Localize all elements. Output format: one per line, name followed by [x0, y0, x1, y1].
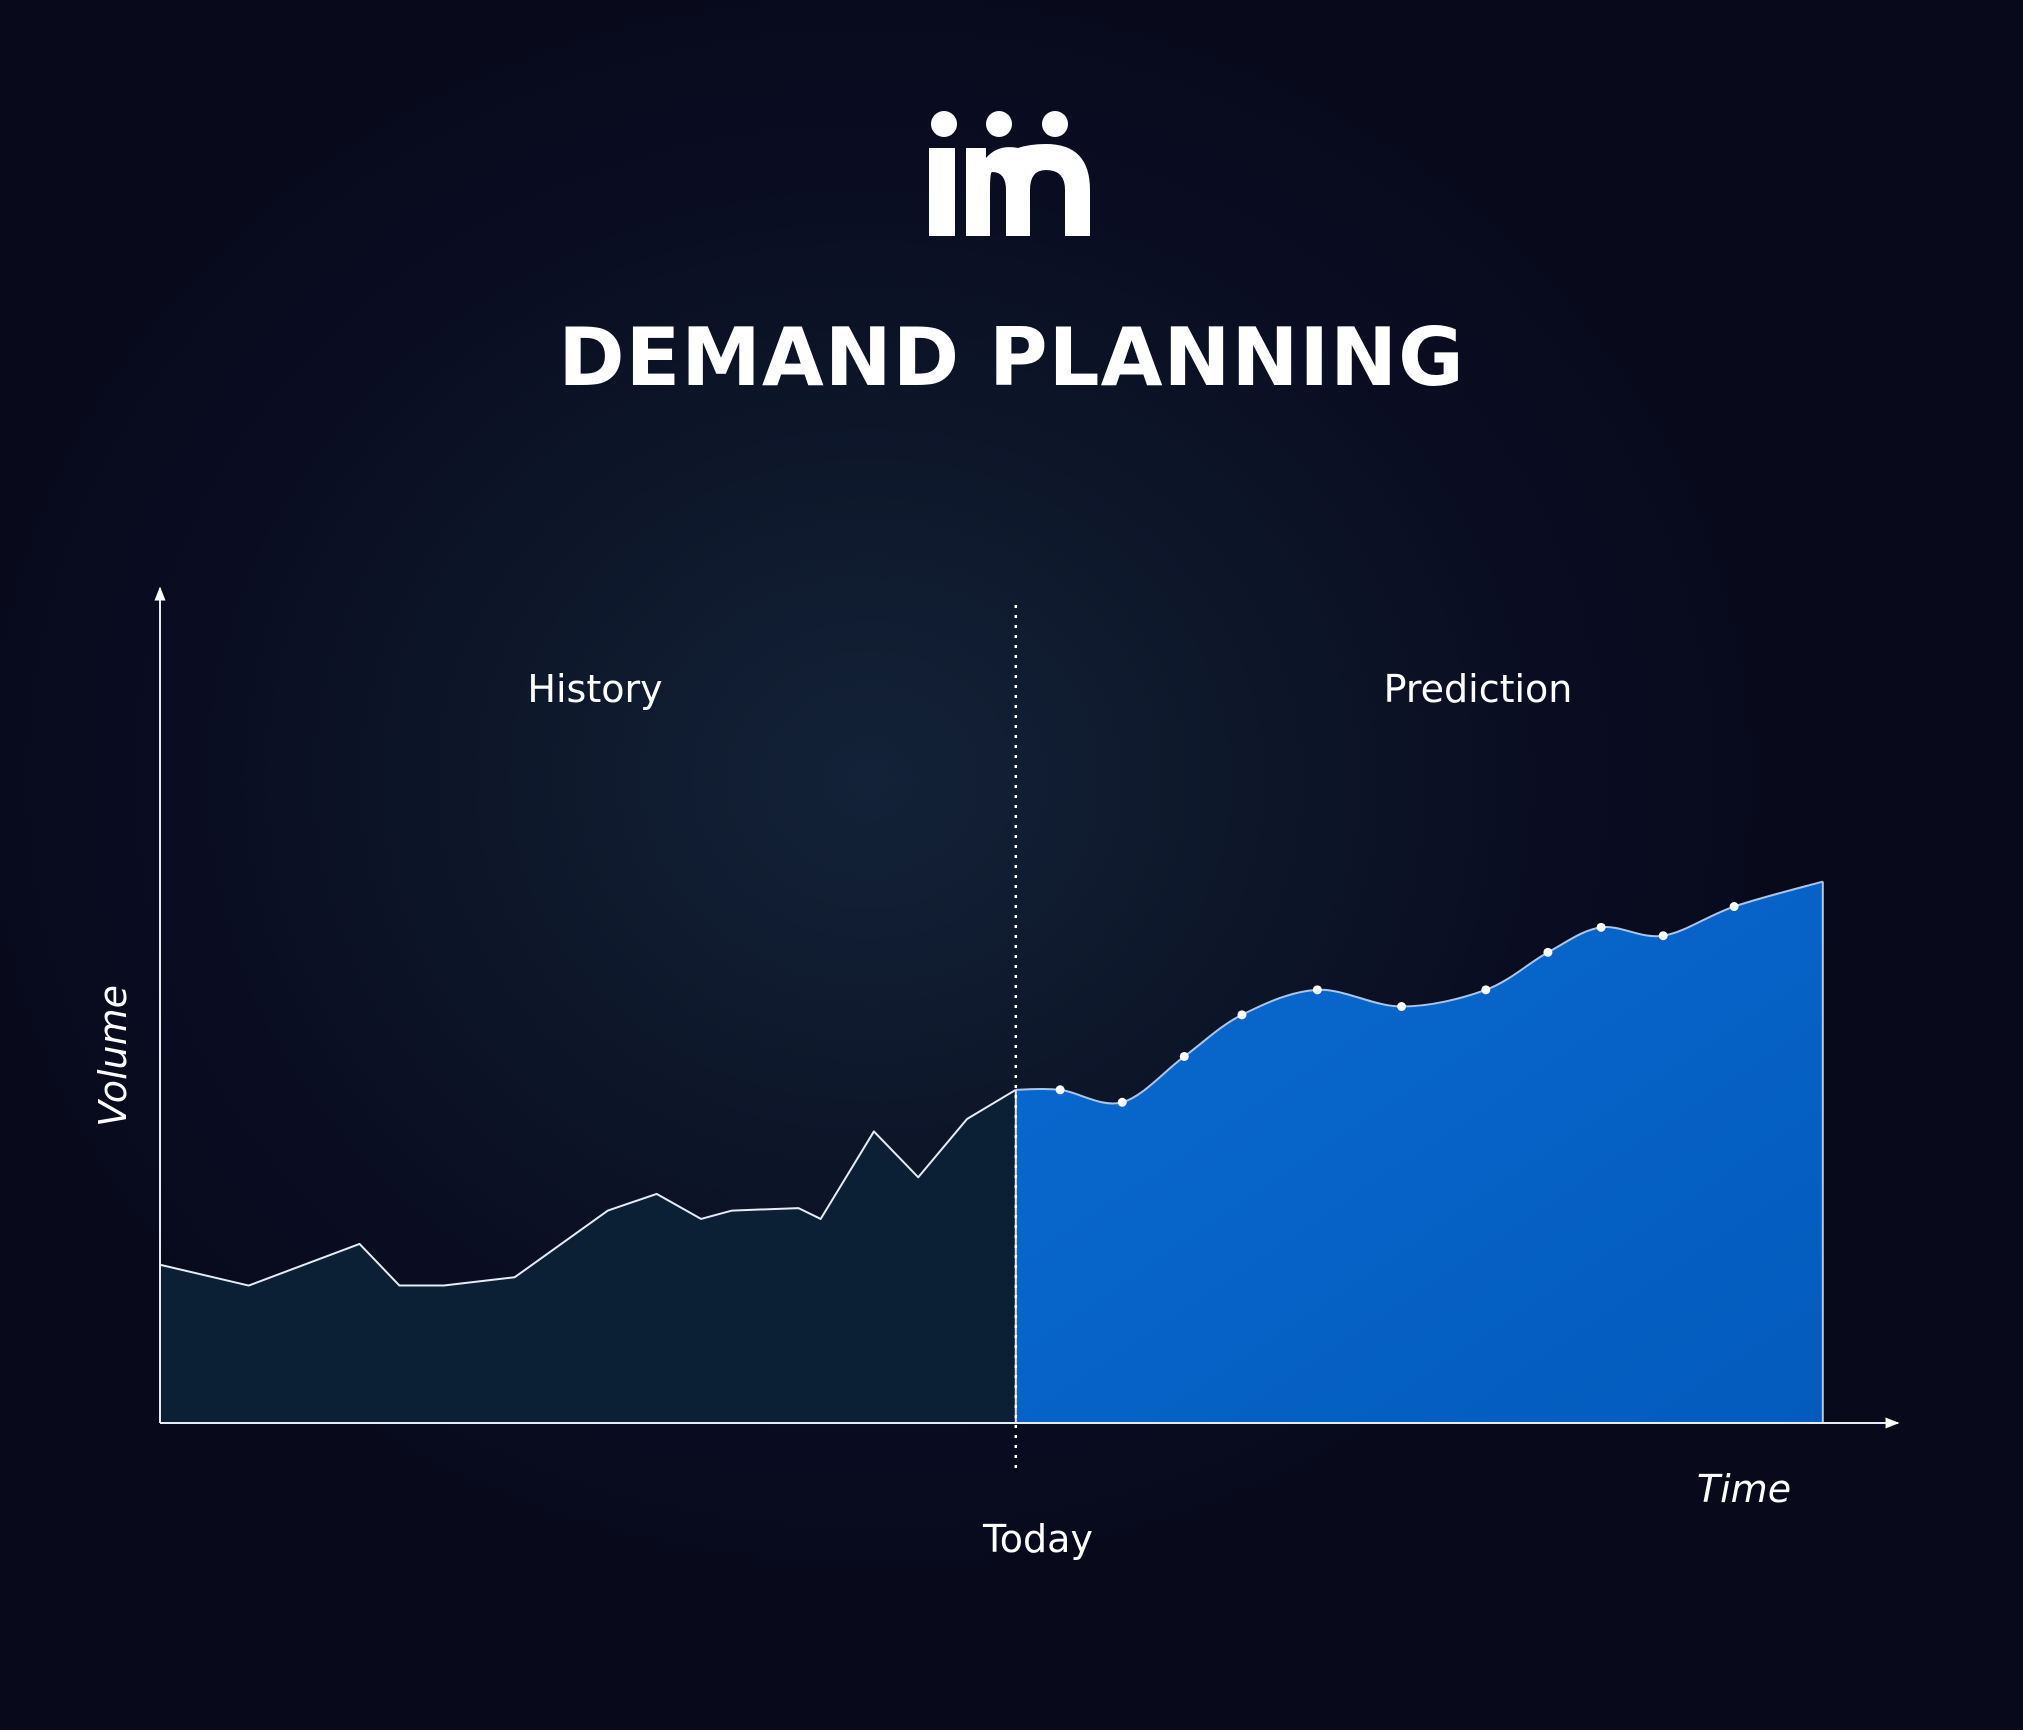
history-area [160, 1089, 1016, 1423]
prediction-point [1658, 931, 1668, 941]
prediction-area [1015, 881, 1823, 1423]
logo-dot-2 [986, 111, 1012, 137]
prediction-point [1397, 1002, 1407, 1011]
x-axis-label: Time [1697, 1467, 1791, 1511]
prediction-region-label: Prediction [1384, 667, 1573, 711]
prediction-point [1312, 985, 1322, 995]
logo-stem-i [929, 148, 955, 236]
prediction-point [1596, 922, 1606, 932]
prediction-point [1055, 1085, 1065, 1095]
prediction-point [1117, 1097, 1127, 1107]
today-label: Today [982, 1517, 1093, 1561]
logo-m [966, 144, 1090, 236]
history-region-label: History [527, 667, 662, 711]
prediction-point [1481, 985, 1491, 995]
iim-logo-icon [929, 111, 1090, 236]
page-title: DEMAND PLANNING [558, 311, 1465, 404]
history-line [159, 1088, 1017, 1287]
logo-dot-1 [931, 111, 957, 137]
prediction-point [1729, 902, 1739, 912]
logo-dot-3 [1042, 111, 1068, 137]
prediction-point [1179, 1051, 1189, 1061]
y-axis-label: Volume [91, 985, 135, 1127]
prediction-point [1543, 947, 1553, 957]
prediction-point [1237, 1010, 1247, 1020]
